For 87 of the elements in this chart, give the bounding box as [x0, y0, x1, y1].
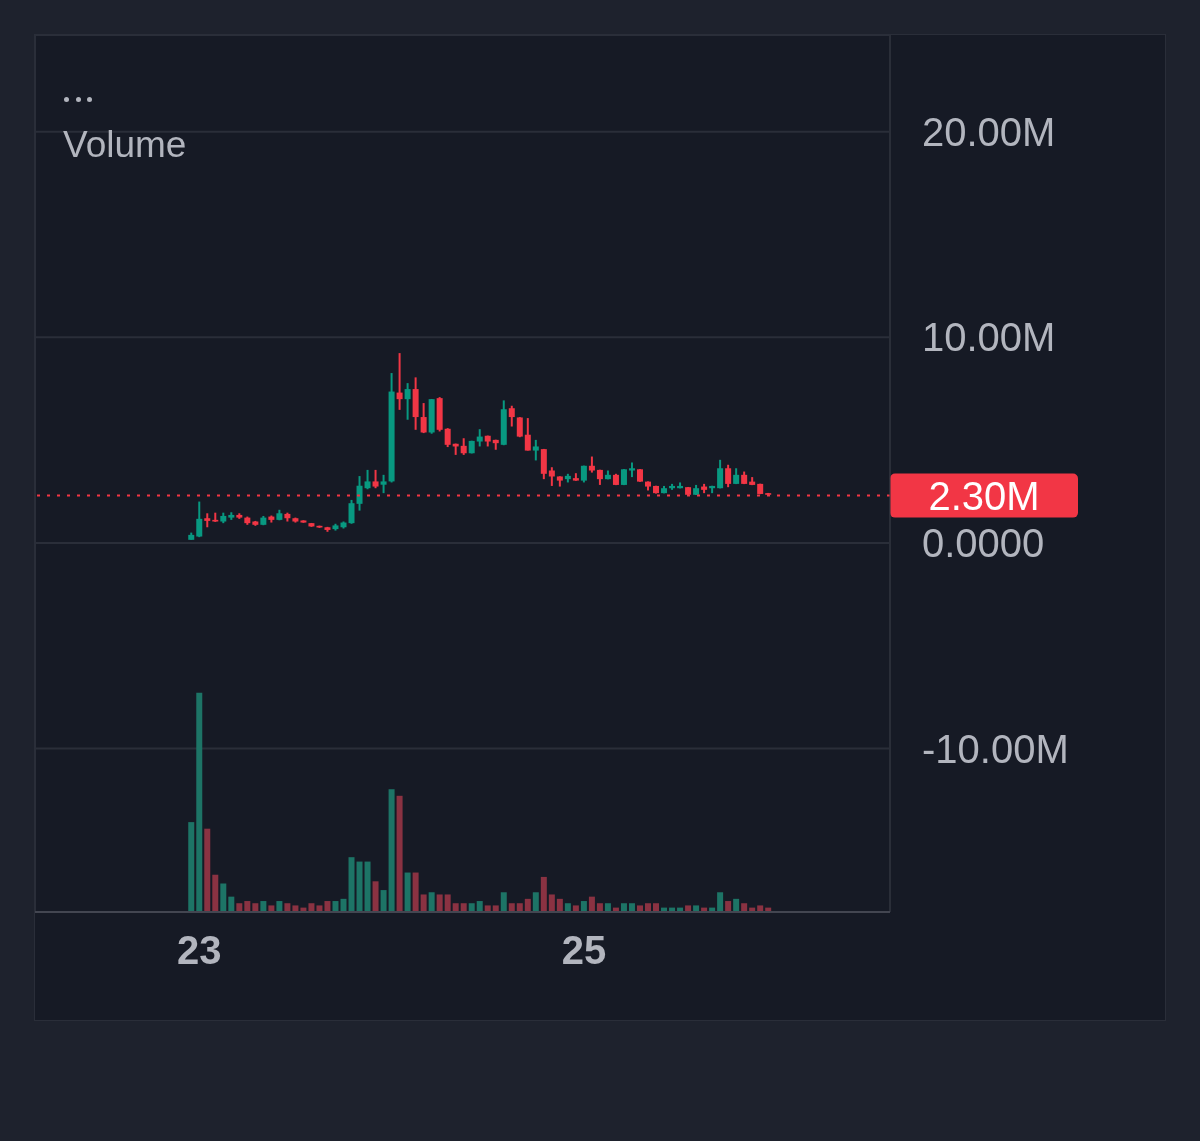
bar: [596, 903, 603, 912]
bar: [372, 881, 379, 912]
bar: [460, 903, 467, 912]
bar: [628, 903, 635, 912]
x-tick-label: 23: [177, 928, 222, 972]
bar: [404, 872, 411, 912]
candlestick: [364, 468, 371, 491]
bar: [332, 901, 339, 912]
candlestick: [532, 438, 539, 462]
bar: [757, 905, 764, 912]
bar: [252, 903, 259, 912]
bar: [188, 822, 195, 912]
bar: [428, 892, 435, 912]
candlestick: [372, 468, 379, 490]
candlestick: [396, 352, 403, 411]
bar: [420, 894, 427, 912]
y-tick-label: 0.0000: [922, 520, 1045, 565]
y-tick-label: 10.00M: [922, 315, 1056, 360]
bar: [412, 872, 419, 912]
bar: [380, 890, 387, 912]
bar: [244, 901, 251, 912]
bar: [204, 828, 211, 912]
bar: [468, 903, 475, 912]
bar: [308, 903, 315, 912]
bar: [717, 892, 724, 912]
bar: [324, 901, 331, 912]
y-tick-label: 20.00M: [922, 109, 1056, 154]
bar: [733, 898, 740, 912]
bar: [516, 903, 523, 912]
ref-line-label: 2.30M: [928, 473, 1040, 518]
bar: [484, 905, 491, 912]
bar: [396, 795, 403, 912]
candlestick: [524, 417, 531, 452]
bar: [212, 874, 219, 912]
bar: [284, 903, 291, 912]
bar: [388, 789, 395, 912]
bar: [436, 894, 443, 912]
candlestick: [404, 382, 411, 421]
candlestick: [444, 427, 451, 449]
bar: [196, 692, 203, 912]
bar: [348, 857, 355, 912]
bar: [604, 903, 611, 912]
bar: [540, 876, 547, 912]
bar: [636, 905, 643, 912]
bar: [236, 903, 243, 912]
bar: [260, 901, 267, 912]
bar: [452, 903, 459, 912]
bar: [220, 883, 227, 912]
candlestick: [380, 473, 387, 495]
y-tick-label: -10.00M: [922, 726, 1069, 771]
text: Volume: [63, 124, 187, 166]
bar: [316, 905, 323, 912]
candlestick: [196, 500, 203, 539]
candlestick: [420, 402, 427, 435]
bar: [725, 901, 732, 912]
bar: [580, 901, 587, 912]
bar: [572, 905, 579, 912]
candlestick: [725, 463, 732, 489]
bar: [556, 898, 563, 912]
bar: [268, 905, 275, 912]
bar: [356, 861, 363, 912]
candlestick: [508, 404, 515, 428]
bar: [548, 894, 555, 912]
bar: [444, 894, 451, 912]
candlestick: [717, 458, 724, 490]
bar: [588, 896, 595, 912]
bar: [228, 896, 235, 912]
bar: [340, 898, 347, 912]
bar: [620, 903, 627, 912]
bar: [476, 901, 483, 912]
bar: [524, 898, 531, 912]
bar: [564, 903, 571, 912]
bar: [653, 903, 660, 912]
bar: [685, 905, 692, 912]
bar: [532, 892, 539, 912]
bar: [492, 905, 499, 912]
bar: [508, 903, 515, 912]
bar: [741, 903, 748, 912]
bar: [364, 861, 371, 912]
candlestick: [356, 475, 363, 512]
bar: [276, 901, 283, 912]
x-tick-label: 25: [561, 928, 607, 972]
bar: [292, 905, 299, 912]
bar: [500, 892, 507, 912]
candlestick: [348, 498, 355, 525]
bar: [693, 905, 700, 912]
bar: [645, 903, 651, 912]
